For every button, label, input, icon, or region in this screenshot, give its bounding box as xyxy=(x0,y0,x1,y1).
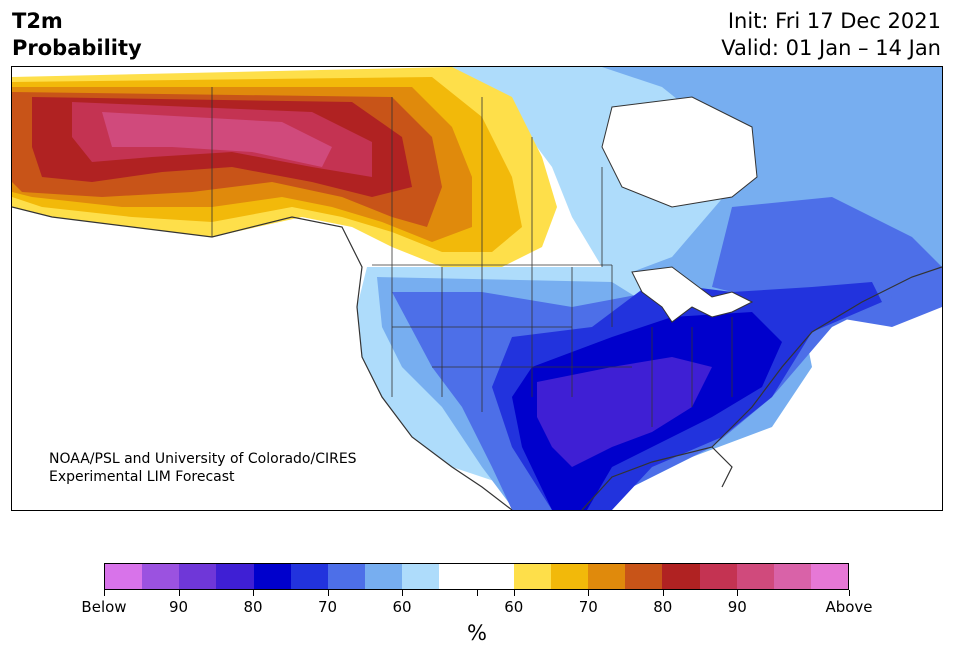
colorbar-tick xyxy=(849,590,850,596)
colorbar-cell xyxy=(105,564,143,589)
init-date: Init: Fri 17 Dec 2021 xyxy=(727,9,941,33)
colorbar-cell xyxy=(365,564,403,589)
colorbar-tick xyxy=(253,590,254,596)
colorbar-tick-label: 80 xyxy=(653,598,673,616)
colorbar-tick xyxy=(513,590,515,596)
borders xyxy=(211,87,733,427)
colorbar xyxy=(104,563,849,590)
map-title: T2m Probability xyxy=(12,8,142,62)
forecast-dates: Init: Fri 17 Dec 2021 Valid: 01 Jan – 14… xyxy=(721,8,941,62)
great-lakes xyxy=(631,266,754,323)
colorbar-cell xyxy=(588,564,626,589)
colorbar-tick xyxy=(737,590,739,596)
credit-line-1: NOAA/PSL and University of Colorado/CIRE… xyxy=(49,451,357,467)
colorbar-tick-label: 70 xyxy=(578,598,598,616)
colorbar-tick-label: 70 xyxy=(317,598,338,616)
credit-line-2: Experimental LIM Forecast xyxy=(49,469,235,485)
coastline xyxy=(12,206,513,510)
forecast-map xyxy=(11,66,943,511)
probability-map-svg xyxy=(12,67,942,510)
colorbar-tick-label: Above xyxy=(825,598,873,616)
title-line-1: T2m xyxy=(12,9,63,33)
colorbar-cell xyxy=(142,564,180,589)
colorbar-cell xyxy=(216,564,254,589)
coastline-east xyxy=(581,266,942,510)
hudson-bay xyxy=(601,96,758,208)
title-line-2: Probability xyxy=(12,36,142,60)
colorbar-tick xyxy=(178,590,180,596)
colorbar-cell xyxy=(810,564,849,589)
colorbar-unit: % xyxy=(467,621,487,645)
colorbar-tick xyxy=(476,590,478,596)
colorbar-cell xyxy=(439,564,477,589)
colorbar-cell xyxy=(736,564,774,589)
colorbar-tick xyxy=(662,590,664,596)
colorbar-tick xyxy=(327,590,329,596)
warm-pink-field xyxy=(102,112,332,167)
map-credit: NOAA/PSL and University of Colorado/CIRE… xyxy=(49,450,357,486)
colorbar-tick xyxy=(104,590,105,596)
colorbar-tick-label: 80 xyxy=(243,598,263,616)
colorbar-cell xyxy=(402,564,440,589)
valid-range: Valid: 01 Jan – 14 Jan xyxy=(721,36,941,60)
colorbar-cell xyxy=(625,564,663,589)
colorbar-tick-label: Below xyxy=(81,598,127,616)
colorbar-cell xyxy=(513,564,551,589)
colorbar-tick-label: 90 xyxy=(168,598,189,616)
colorbar-cell xyxy=(699,564,737,589)
colorbar-cell xyxy=(662,564,700,589)
southeast-cold-field xyxy=(537,357,712,467)
colorbar-cell xyxy=(179,564,217,589)
colorbar-cell xyxy=(550,564,589,589)
colorbar-tick-label: 90 xyxy=(727,598,747,616)
colorbar-tick xyxy=(588,590,590,596)
colorbar-tick-label: 60 xyxy=(504,598,524,616)
colorbar-tick-label: 60 xyxy=(392,598,412,616)
colorbar-cell xyxy=(476,564,514,589)
colorbar-cell xyxy=(290,564,328,589)
colorbar-cell xyxy=(327,564,366,589)
colorbar-cell xyxy=(253,564,291,589)
colorbar-tick xyxy=(402,590,403,596)
colorbar-cell xyxy=(773,564,811,589)
